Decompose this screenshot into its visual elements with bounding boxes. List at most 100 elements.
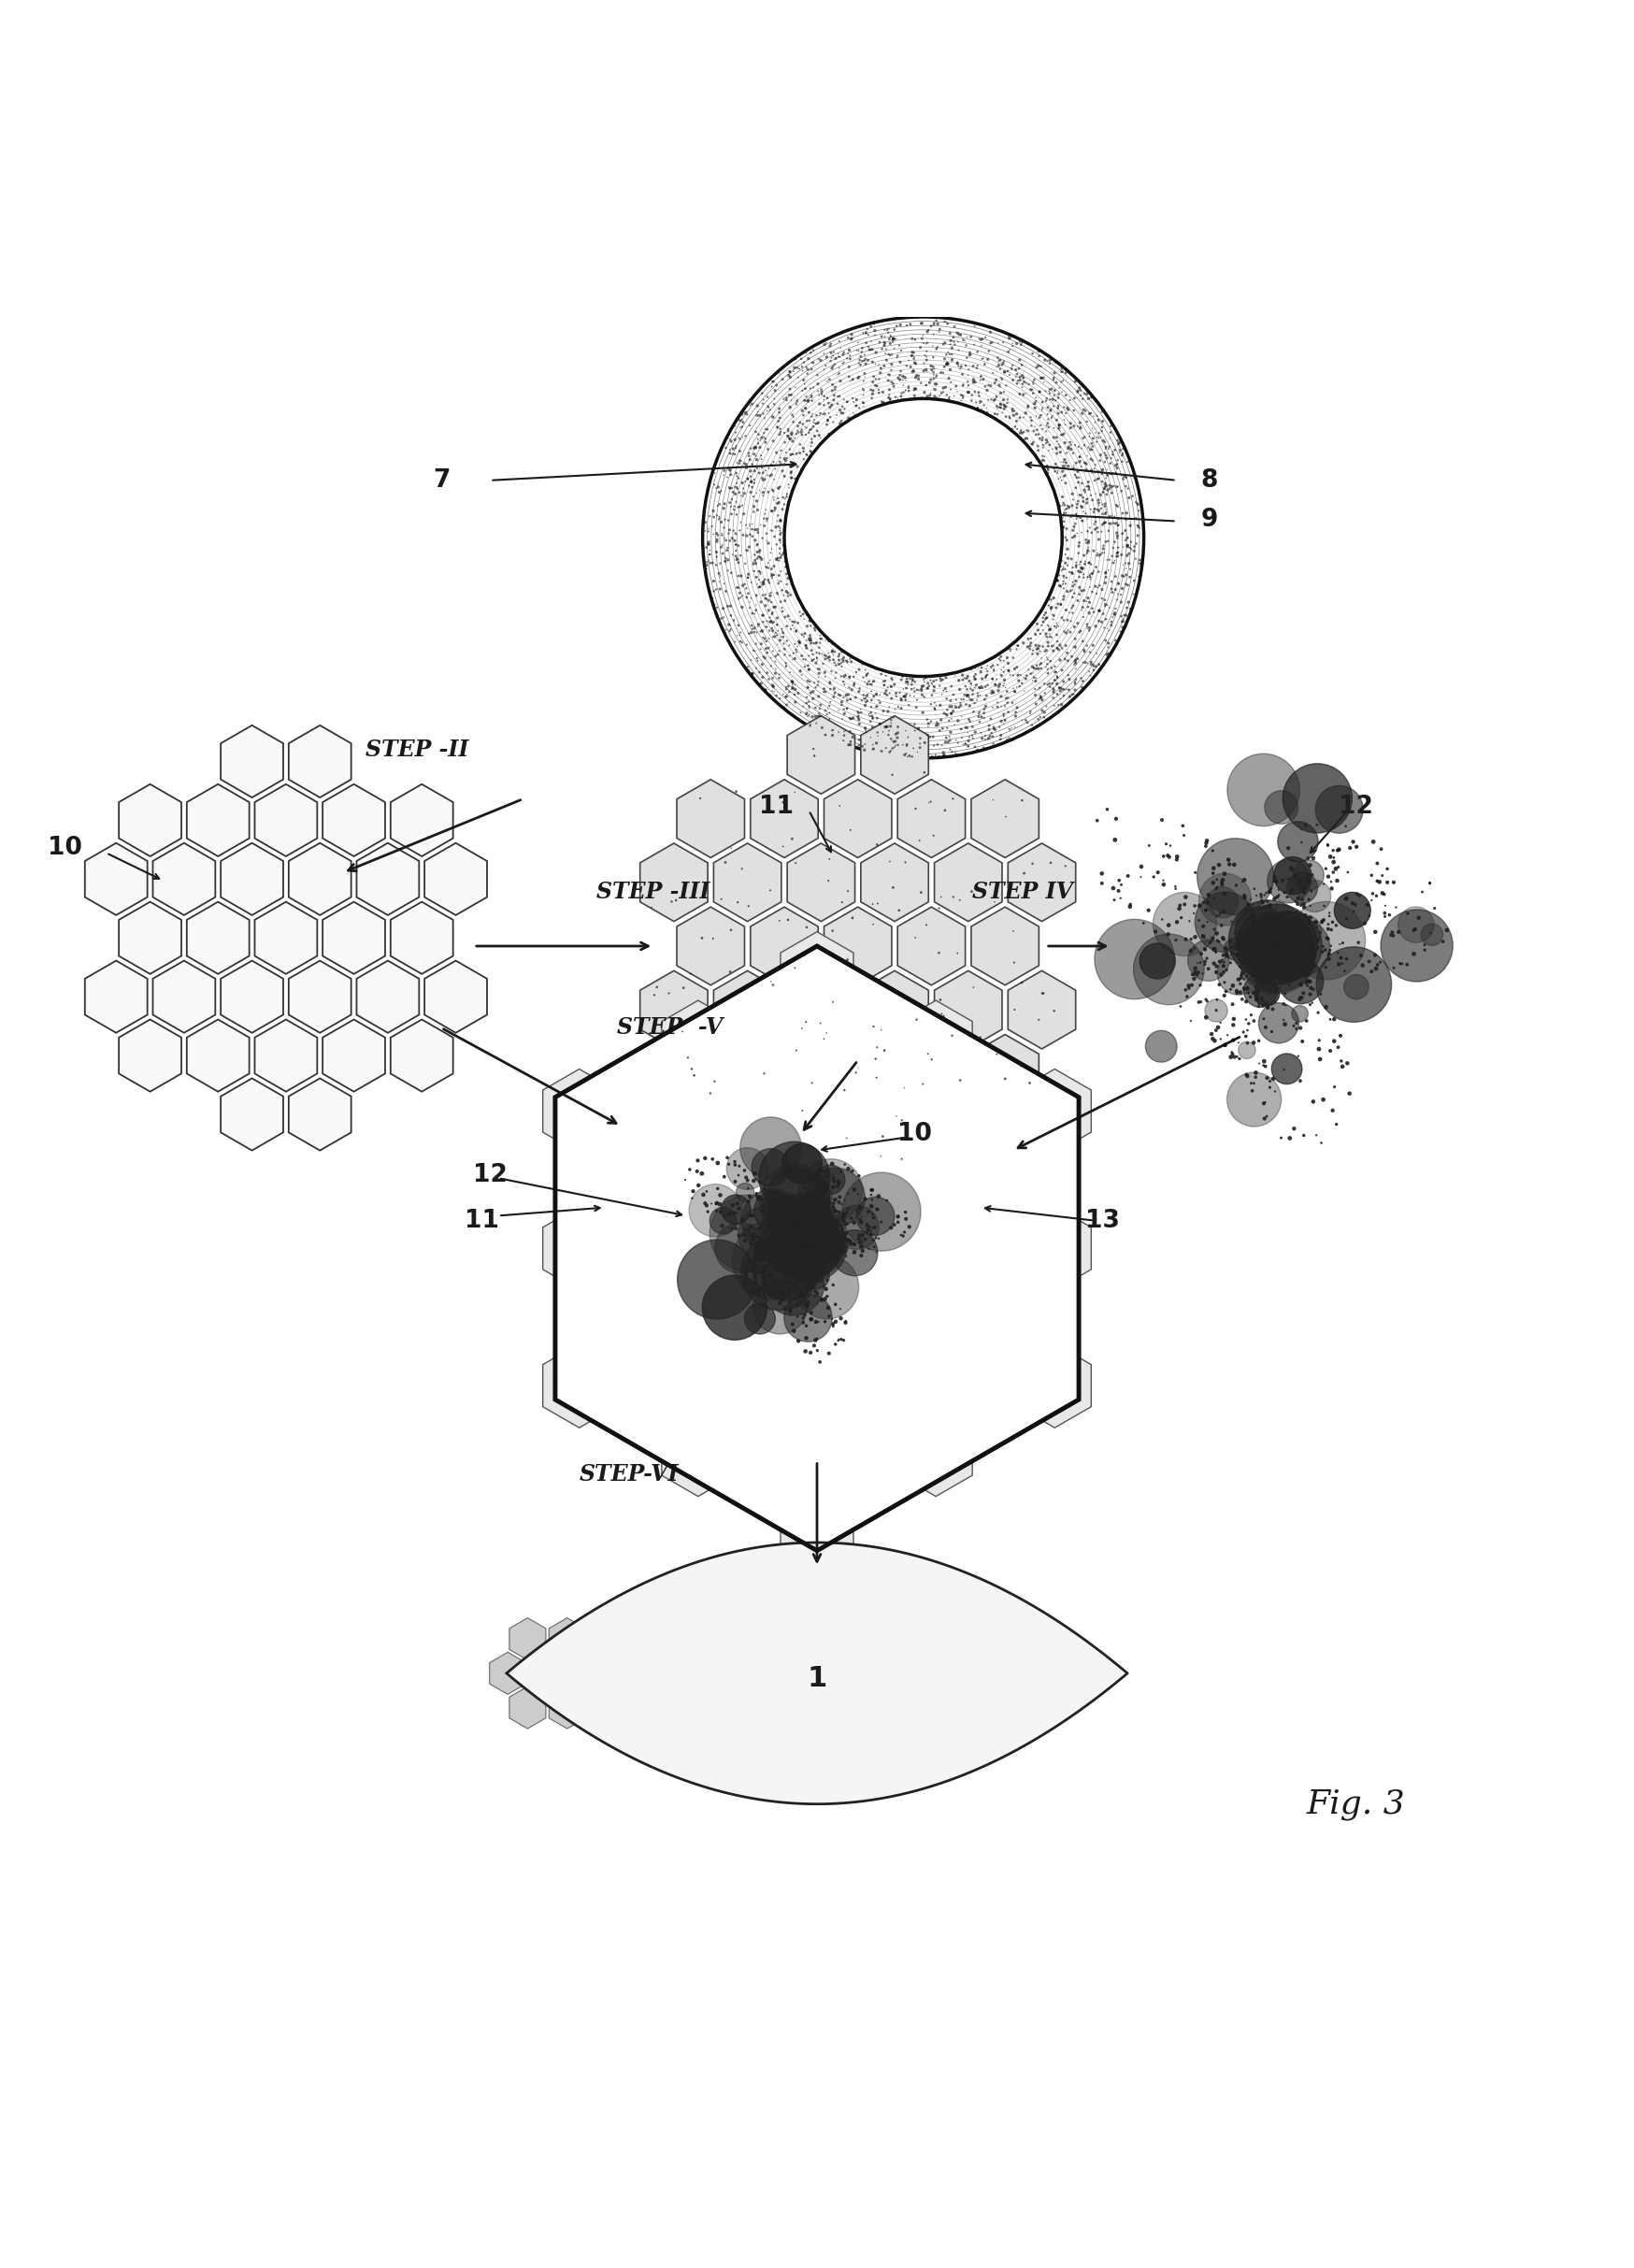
Point	[786, 626, 812, 662]
Point	[775, 1204, 801, 1241]
Point	[1296, 882, 1322, 919]
Point	[1034, 608, 1060, 644]
Point	[1103, 488, 1129, 524]
Point	[887, 345, 913, 381]
Point	[1234, 957, 1260, 993]
Point	[708, 544, 734, 581]
Point	[886, 891, 912, 928]
Point	[794, 694, 820, 730]
Point	[828, 395, 855, 431]
Polygon shape	[322, 1021, 386, 1091]
Point	[1023, 379, 1049, 415]
Point	[814, 1188, 840, 1225]
Point	[1258, 932, 1284, 968]
Point	[737, 1252, 763, 1288]
Point	[930, 676, 956, 712]
Polygon shape	[676, 907, 745, 984]
Point	[1052, 544, 1078, 581]
Point	[737, 508, 763, 544]
Point	[740, 494, 766, 531]
Point	[752, 562, 778, 599]
Point	[724, 517, 750, 553]
Point	[1261, 860, 1288, 896]
Point	[1292, 898, 1319, 934]
Point	[691, 492, 717, 528]
Point	[815, 624, 842, 660]
Point	[1013, 703, 1039, 739]
Point	[812, 642, 838, 678]
Point	[788, 1243, 814, 1279]
Point	[1034, 599, 1060, 635]
Point	[961, 363, 987, 399]
Point	[949, 379, 975, 415]
Point	[1271, 937, 1297, 973]
Point	[1273, 914, 1299, 950]
Point	[1337, 830, 1363, 866]
Point	[1124, 517, 1150, 553]
Point	[881, 869, 907, 905]
Point	[1324, 907, 1350, 943]
Point	[1077, 560, 1103, 596]
Point	[992, 798, 1018, 835]
Point	[953, 347, 979, 383]
Point	[866, 705, 892, 742]
Point	[760, 594, 786, 631]
Point	[892, 363, 918, 399]
Point	[1281, 857, 1307, 894]
Point	[766, 417, 792, 454]
Point	[708, 472, 734, 508]
Point	[708, 558, 734, 594]
Polygon shape	[714, 971, 781, 1048]
Point	[794, 438, 820, 474]
Point	[794, 1227, 820, 1263]
Point	[796, 1272, 822, 1309]
Point	[873, 674, 899, 710]
Point	[848, 1200, 874, 1236]
Circle shape	[1242, 912, 1314, 984]
Point	[1028, 361, 1054, 397]
Point	[1124, 508, 1150, 544]
Point	[910, 324, 936, 361]
Point	[1291, 1118, 1317, 1154]
Point	[1219, 987, 1245, 1023]
Point	[796, 379, 822, 415]
Point	[815, 404, 842, 440]
Point	[1257, 966, 1283, 1002]
Point	[758, 447, 784, 483]
Point	[1070, 367, 1096, 404]
Point	[766, 1241, 792, 1277]
Point	[964, 733, 990, 769]
Point	[1020, 363, 1046, 399]
Point	[776, 1238, 802, 1275]
Point	[1008, 347, 1034, 383]
Point	[1039, 399, 1065, 435]
Point	[729, 401, 755, 438]
Point	[783, 1218, 809, 1254]
Point	[859, 345, 886, 381]
Point	[891, 363, 917, 399]
Point	[1023, 646, 1049, 683]
Point	[877, 669, 904, 705]
Point	[961, 968, 987, 1005]
Point	[1394, 896, 1420, 932]
Point	[776, 1234, 802, 1270]
Point	[933, 376, 959, 413]
Point	[873, 331, 899, 367]
Point	[757, 542, 783, 578]
Point	[755, 562, 781, 599]
Point	[1131, 905, 1157, 941]
Point	[743, 592, 770, 628]
Point	[801, 1256, 827, 1293]
Polygon shape	[750, 1034, 819, 1114]
Point	[791, 1229, 817, 1266]
Point	[987, 342, 1013, 379]
Point	[739, 447, 765, 483]
Point	[1227, 941, 1253, 978]
Point	[938, 322, 964, 358]
Point	[1405, 900, 1431, 937]
Point	[822, 676, 848, 712]
Point	[1248, 905, 1275, 941]
Point	[722, 1163, 748, 1200]
Point	[768, 538, 794, 574]
Point	[779, 1222, 806, 1259]
